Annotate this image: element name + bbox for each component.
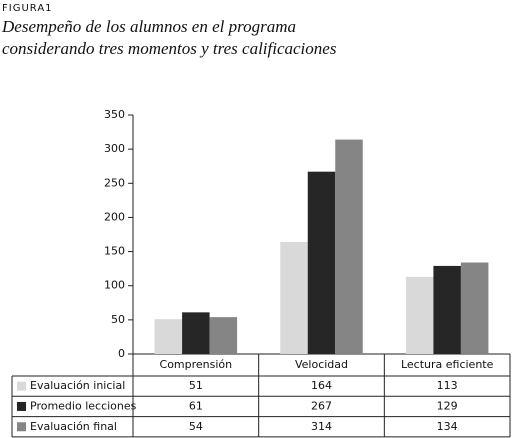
- bar: [280, 242, 308, 354]
- table-value: 164: [311, 379, 332, 392]
- y-tick-label: 300: [104, 142, 125, 155]
- table-value: 267: [311, 399, 332, 412]
- table-value: 134: [437, 420, 458, 433]
- x-tick-label: Lectura eficiente: [401, 358, 494, 371]
- bar: [460, 262, 489, 354]
- bar: [182, 312, 210, 354]
- legend-swatch: [17, 422, 26, 432]
- legend-label: Evaluación final: [30, 420, 117, 433]
- x-tick-label: Comprensión: [160, 358, 233, 371]
- y-tick-label: 250: [104, 176, 125, 189]
- y-tick-label: 150: [104, 245, 125, 258]
- bar: [209, 317, 238, 354]
- y-tick-label: 350: [104, 108, 125, 121]
- y-tick-label: 50: [111, 313, 125, 326]
- legend-swatch: [17, 381, 26, 391]
- table-value: 54: [189, 420, 203, 433]
- x-tick-label: Velocidad: [295, 358, 348, 371]
- legend-swatch: [17, 401, 26, 411]
- table-value: 61: [189, 399, 203, 412]
- y-tick-label: 100: [104, 279, 125, 292]
- chart-title: Desempeño de los alumnos en el programa: [1, 17, 296, 36]
- y-tick-label: 200: [104, 210, 125, 223]
- bar: [307, 171, 336, 354]
- bar: [335, 139, 363, 354]
- table-value: 129: [437, 399, 458, 412]
- legend-label: Promedio lecciones: [30, 399, 137, 412]
- legend-label: Evaluación inicial: [30, 379, 125, 392]
- table-value: 314: [311, 420, 332, 433]
- figure-label: FIGURA1: [2, 3, 53, 14]
- y-tick-label: 0: [118, 347, 125, 360]
- table-value: 113: [437, 379, 458, 392]
- bar: [154, 319, 183, 354]
- table-value: 51: [189, 379, 203, 392]
- bar: [405, 276, 434, 354]
- chart-title: considerando tres momentos y tres califi…: [2, 39, 337, 58]
- bar: [433, 265, 461, 354]
